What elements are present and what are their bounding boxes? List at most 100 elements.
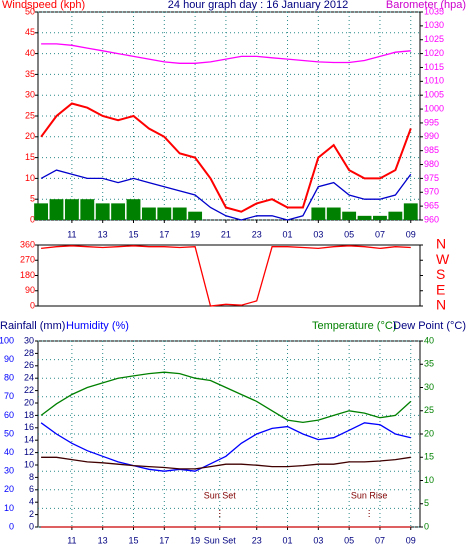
y-tick-label: 50 bbox=[25, 6, 35, 16]
y2-tick-label: W bbox=[436, 251, 450, 267]
y-tick-label: 22 bbox=[24, 385, 34, 395]
y2-tick-label: 965 bbox=[424, 201, 439, 211]
y2-tick-label: 1035 bbox=[424, 6, 444, 16]
y2-tick-label: 1005 bbox=[424, 90, 444, 100]
humidity-tick-label: 30 bbox=[4, 466, 14, 476]
y-tick-label: 40 bbox=[25, 48, 35, 58]
x-tick-label: 15 bbox=[128, 229, 138, 239]
y2-tick-label: 1025 bbox=[424, 34, 444, 44]
x-tick-label: 11 bbox=[67, 535, 76, 545]
y2-tick-label: 995 bbox=[424, 117, 439, 127]
y-tick-label: 30 bbox=[25, 90, 35, 100]
x-tick-label: 13 bbox=[98, 229, 108, 239]
humidity-label: Humidity (%) bbox=[66, 320, 129, 332]
y2-tick-label: 35 bbox=[424, 359, 434, 369]
x-tick-label: 07 bbox=[375, 229, 385, 239]
series-line bbox=[41, 456, 411, 470]
y2-tick-label: 975 bbox=[424, 173, 439, 183]
x-tick-label: 03 bbox=[313, 535, 323, 545]
y2-tick-label: 20 bbox=[424, 428, 434, 438]
y-tick-label: 6 bbox=[29, 484, 34, 494]
y-tick-label: 0 bbox=[30, 300, 35, 310]
series-line bbox=[40, 422, 411, 472]
humidity-tick-label: 40 bbox=[4, 447, 14, 457]
x-tick-label: 09 bbox=[406, 535, 416, 545]
bar bbox=[388, 211, 403, 220]
windspeed-label: Windspeed (kph) bbox=[2, 0, 85, 11]
y-tick-label: 24 bbox=[24, 373, 34, 383]
y2-tick-label: 0 bbox=[424, 521, 429, 531]
plot-frame bbox=[37, 244, 421, 307]
y2-tick-label: 1010 bbox=[424, 76, 444, 86]
y2-tick-label: 1030 bbox=[424, 20, 444, 30]
y2-tick-label: 40 bbox=[424, 335, 434, 345]
x-tick-label: 19 bbox=[190, 535, 200, 545]
y2-tick-label: 15 bbox=[424, 452, 434, 462]
y2-tick-label: 5 bbox=[424, 498, 429, 508]
bar bbox=[342, 211, 357, 220]
y-tick-label: 10 bbox=[25, 173, 35, 183]
series-line bbox=[40, 102, 412, 213]
humidity-tick-label: 80 bbox=[4, 373, 14, 383]
y2-tick-label: 1000 bbox=[424, 103, 444, 113]
y-tick-label: 5 bbox=[30, 194, 35, 204]
humidity-tick-label: 0 bbox=[9, 521, 14, 531]
y-tick-label: 12 bbox=[24, 447, 34, 457]
annotation: Sun Rise bbox=[351, 490, 388, 500]
y2-tick-label: 970 bbox=[424, 187, 439, 197]
bar bbox=[34, 203, 49, 220]
x-tick-label: 01 bbox=[283, 229, 293, 239]
y2-tick-label: 10 bbox=[424, 475, 434, 485]
barometer-label: Barometer (hpa) bbox=[386, 0, 466, 11]
bar bbox=[80, 199, 95, 220]
y2-tick-label: 30 bbox=[424, 382, 434, 392]
humidity-tick-label: 90 bbox=[4, 354, 14, 364]
bar bbox=[403, 203, 418, 220]
humidity-tick-label: 70 bbox=[4, 391, 14, 401]
x-tick-label: 21 bbox=[221, 229, 231, 239]
dew-point-label: Dew Point (°C) bbox=[393, 320, 466, 332]
series-line bbox=[40, 169, 412, 221]
x-tick-label: 05 bbox=[344, 229, 354, 239]
x-tick-label: 23 bbox=[252, 535, 262, 545]
y-tick-label: 30 bbox=[24, 335, 34, 345]
y-tick-label: 4 bbox=[29, 497, 34, 507]
rainfall-label: Rainfall (mm) bbox=[0, 320, 65, 332]
y-tick-label: 2 bbox=[29, 509, 34, 519]
y-tick-label: 28 bbox=[24, 348, 34, 358]
y-tick-label: 0 bbox=[29, 521, 34, 531]
series-line bbox=[40, 371, 412, 424]
y2-tick-label: S bbox=[436, 266, 445, 282]
bar bbox=[172, 207, 187, 220]
y-tick-label: 0 bbox=[30, 214, 35, 224]
y-tick-label: 8 bbox=[29, 472, 34, 482]
x-tick-label: 03 bbox=[313, 229, 323, 239]
y-tick-label: 180 bbox=[20, 270, 35, 280]
y-tick-label: 20 bbox=[25, 131, 35, 141]
bar bbox=[111, 203, 126, 220]
y2-tick-label: 960 bbox=[424, 214, 439, 224]
y-tick-label: 25 bbox=[25, 110, 35, 120]
y2-tick-label: 980 bbox=[424, 159, 439, 169]
x-tick-label: 13 bbox=[98, 535, 108, 545]
y-tick-label: 18 bbox=[24, 410, 34, 420]
x-tick-label: Sun Set bbox=[204, 535, 237, 545]
bar bbox=[49, 199, 64, 220]
x-tick-label: 15 bbox=[128, 535, 138, 545]
y2-tick-label: N bbox=[436, 236, 446, 252]
bar bbox=[157, 207, 172, 220]
x-tick-label: 11 bbox=[67, 229, 76, 239]
humidity-tick-label: 100 bbox=[0, 335, 14, 345]
y-tick-label: 35 bbox=[25, 69, 35, 79]
y-tick-label: 26 bbox=[24, 360, 34, 370]
temperature-label: Temperature (°C) bbox=[312, 320, 396, 332]
series-line bbox=[41, 43, 411, 64]
x-tick-label: 01 bbox=[283, 535, 293, 545]
bar bbox=[326, 207, 341, 220]
humidity-tick-label: 60 bbox=[4, 410, 14, 420]
y-tick-label: 270 bbox=[20, 255, 35, 265]
y-tick-label: 15 bbox=[25, 152, 35, 162]
y-tick-label: 20 bbox=[24, 397, 34, 407]
x-tick-label: 07 bbox=[375, 535, 385, 545]
